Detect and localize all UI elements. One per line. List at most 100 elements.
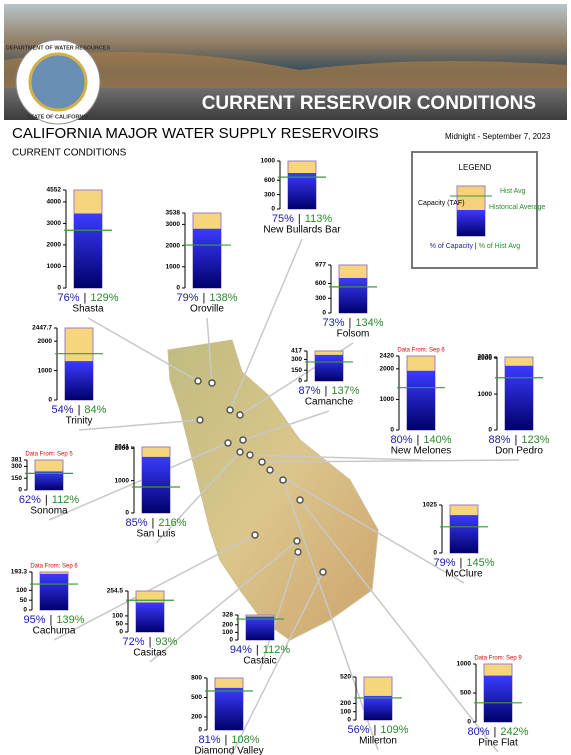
tick-label: 417 <box>291 348 302 355</box>
tick-label: 2447.7 <box>32 325 52 332</box>
pct-capacity: 80% <box>390 434 412 446</box>
legend: LEGEND Hist Avg Capacity (TAF) Historica… <box>411 151 545 269</box>
tick-label: 2000 <box>115 445 130 452</box>
map-dot <box>236 448 244 456</box>
separator: | <box>149 636 152 648</box>
percent-labels: 79% | 138% <box>176 292 237 304</box>
tick-label: 100 <box>222 629 233 636</box>
tick-label: 1000 <box>380 396 395 403</box>
percent-labels: 95% | 139% <box>23 614 84 626</box>
pct-capacity: 95% <box>23 614 45 626</box>
leader-line <box>87 317 199 382</box>
tick-label: 0 <box>347 717 351 724</box>
percent-labels: 72% | 93% <box>123 636 178 648</box>
percent-labels: 81% | 108% <box>198 734 259 746</box>
storage-bar <box>339 277 367 313</box>
date: Midnight - September 7, 2023 <box>445 132 551 141</box>
percent-labels: 80% | 242% <box>467 726 528 738</box>
pct-capacity: 76% <box>57 292 79 304</box>
separator: | <box>50 614 53 626</box>
legend-hist-avg: Hist Avg <box>500 188 526 195</box>
tick-label: 193.3 <box>11 569 28 576</box>
pct-capacity: 87% <box>298 385 320 397</box>
reservoir-chart: 0 1000 2000 3000 3538 79% | 138%Oroville <box>166 210 238 315</box>
separator: | <box>325 385 328 397</box>
pct-hist: 137% <box>331 385 359 397</box>
storage-bar <box>193 228 221 288</box>
tick-label: 1000 <box>261 158 276 165</box>
tick-label: 600 <box>315 280 326 287</box>
map-dot <box>226 406 234 414</box>
legend-historical-average: Historical Average <box>489 204 545 211</box>
pct-capacity: 79% <box>176 292 198 304</box>
banner-hills <box>4 52 567 90</box>
data-note: Data From: Sep 9 <box>474 656 522 662</box>
seal-top-text: DEPARTMENT OF WATER RESOURCES <box>6 45 111 51</box>
reservoir-name: McClure <box>445 569 483 580</box>
map-dot <box>239 436 247 444</box>
tick-label: 3538 <box>166 210 181 217</box>
separator: | <box>45 494 48 506</box>
percent-labels: 62% | 112% <box>19 494 79 506</box>
tick-label: 200 <box>222 621 233 628</box>
leader-line <box>282 479 379 751</box>
map-dot <box>294 548 302 556</box>
reservoir-name: Millerton <box>359 736 397 747</box>
pct-capacity: 73% <box>322 317 344 329</box>
tick-label: 150 <box>11 475 22 482</box>
pct-hist: 139% <box>56 614 84 626</box>
storage-bar <box>505 365 533 430</box>
tick-label: 0 <box>198 727 202 734</box>
tick-label: 0 <box>433 550 437 557</box>
storage-bar <box>40 573 68 610</box>
separator: | <box>417 434 420 446</box>
tick-label: 1000 <box>478 391 493 398</box>
tick-label: 520 <box>340 674 351 681</box>
separator: | <box>152 517 155 529</box>
leader-line <box>242 410 330 441</box>
storage-bar <box>315 354 343 381</box>
percent-labels: 79% | 145% <box>433 557 494 569</box>
tick-label: 50 <box>116 621 124 628</box>
tick-label: 2030 <box>478 354 493 361</box>
pct-hist: 134% <box>355 317 383 329</box>
legend-storage <box>457 210 485 236</box>
reservoir-name: Pine Flat <box>478 738 518 749</box>
pct-hist: 108% <box>231 734 259 746</box>
pct-capacity: 56% <box>347 724 369 736</box>
separator: | <box>225 734 228 746</box>
tick-label: 0 <box>467 719 471 726</box>
map-dot <box>194 377 202 385</box>
leader-line <box>229 238 303 411</box>
tick-label: 381 <box>11 457 22 464</box>
tick-label: 0 <box>18 487 22 494</box>
separator: | <box>494 726 497 738</box>
tick-label: 1000 <box>47 263 62 270</box>
storage-bar <box>407 370 435 430</box>
tick-label: 300 <box>264 191 275 198</box>
leader-line <box>299 499 499 753</box>
pct-capacity: 54% <box>52 404 74 416</box>
storage-bar <box>74 213 102 288</box>
tick-label: 1000 <box>457 661 472 668</box>
pct-hist: 93% <box>155 636 177 648</box>
legend-pct-hist: % of Hist Avg <box>479 243 521 250</box>
tick-label: 0 <box>229 637 233 644</box>
reservoir-chart: 0 300 600 1000 75% | 113%New Bullards Bar <box>261 158 342 236</box>
tick-label: 800 <box>191 675 202 682</box>
pct-hist: 216% <box>158 517 186 529</box>
map-dot <box>258 458 266 466</box>
tick-label: 2000 <box>166 242 181 249</box>
storage-bar <box>246 616 274 640</box>
map-dot <box>266 466 274 474</box>
tick-label: 500 <box>191 694 202 701</box>
leader-line <box>48 442 229 521</box>
tick-label: 0 <box>23 607 27 614</box>
data-note: Data From: Sep 6 <box>397 348 445 354</box>
map-dot <box>208 379 216 387</box>
